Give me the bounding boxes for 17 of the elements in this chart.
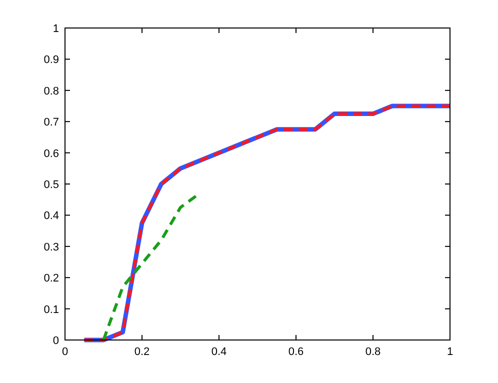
y-tick-label: 0.1 [44, 304, 59, 316]
y-tick-label: 0.2 [44, 272, 59, 285]
x-tick-label: 0 [62, 346, 68, 358]
x-tick-label: 0.6 [288, 346, 304, 358]
y-tick-label: 0.4 [44, 210, 59, 222]
y-tick-label: 0.7 [44, 116, 59, 129]
y-tick-label: 0.3 [44, 241, 59, 254]
x-tick-label: 0.2 [134, 346, 150, 358]
y-tick-label: 0.5 [44, 179, 59, 191]
x-tick-label: 0.4 [211, 346, 227, 358]
y-tick-label: 0.9 [44, 54, 59, 66]
x-tick-label: 1 [446, 346, 454, 358]
y-tick-label: 0 [52, 335, 59, 347]
y-tick-label: 1 [52, 23, 59, 35]
y-tick-label: 0.8 [44, 85, 59, 98]
y-tick-label: 0.6 [44, 148, 59, 160]
x-tick-label: 0.8 [365, 346, 381, 358]
